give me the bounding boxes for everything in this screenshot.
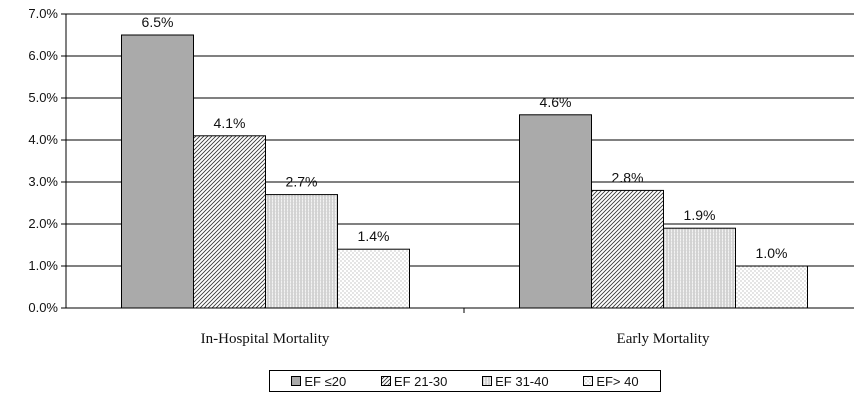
y-tick-label: 6.0%: [28, 48, 58, 63]
data-label: 2.7%: [286, 174, 318, 190]
legend-swatch: [482, 376, 493, 386]
legend-label: EF 31-40: [495, 373, 549, 389]
category-label: In-Hospital Mortality: [201, 331, 330, 347]
legend-swatch: [380, 376, 391, 386]
bars: [121, 34, 808, 309]
labels: 0.0% 1.0% 2.0% 3.0% 4.0% 5.0% 6.0% 7.0% 6.5% 4.1%…: [28, 6, 787, 347]
data-label: 1.9%: [684, 207, 716, 223]
bar: [265, 194, 338, 309]
y-tick-label: 7.0%: [28, 6, 58, 21]
data-label: 4.1%: [214, 115, 246, 131]
legend-label: EF ≤20: [304, 373, 347, 389]
y-tick-label: 0.0%: [28, 300, 58, 315]
y-tick-label: 4.0%: [28, 132, 58, 147]
y-tick-label: 2.0%: [28, 216, 58, 231]
category-label: Early Mortality: [617, 331, 710, 347]
y-tick-label: 1.0%: [28, 258, 58, 273]
bar: [591, 189, 664, 309]
bar: [337, 248, 410, 309]
legend-item: EF ≤20: [291, 374, 346, 389]
bar: [121, 34, 194, 309]
bar: [735, 265, 808, 309]
y-tick-label: 3.0%: [28, 174, 58, 189]
data-label: 1.4%: [358, 228, 390, 244]
data-label: 1.0%: [756, 245, 788, 261]
axes: [61, 13, 854, 313]
data-label: 6.5%: [142, 14, 174, 30]
data-label: 2.8%: [612, 169, 644, 185]
legend-label: EF 21-30: [393, 373, 448, 389]
legend-label: EF> 40: [596, 373, 639, 389]
legend-item: EF> 40: [583, 373, 639, 389]
legend-item: EF 21-30: [380, 373, 448, 389]
data-label: 4.6%: [540, 94, 572, 110]
bar: [519, 114, 592, 309]
legend: EF ≤20 EF 21-30 EF 31-40 EF> 40: [269, 370, 661, 392]
bar: [663, 227, 736, 309]
bar: [193, 135, 266, 309]
y-tick-label: 5.0%: [28, 90, 58, 105]
legend-swatch: [583, 376, 594, 386]
legend-item: EF 31-40: [482, 373, 549, 389]
legend-swatch: [291, 376, 302, 386]
